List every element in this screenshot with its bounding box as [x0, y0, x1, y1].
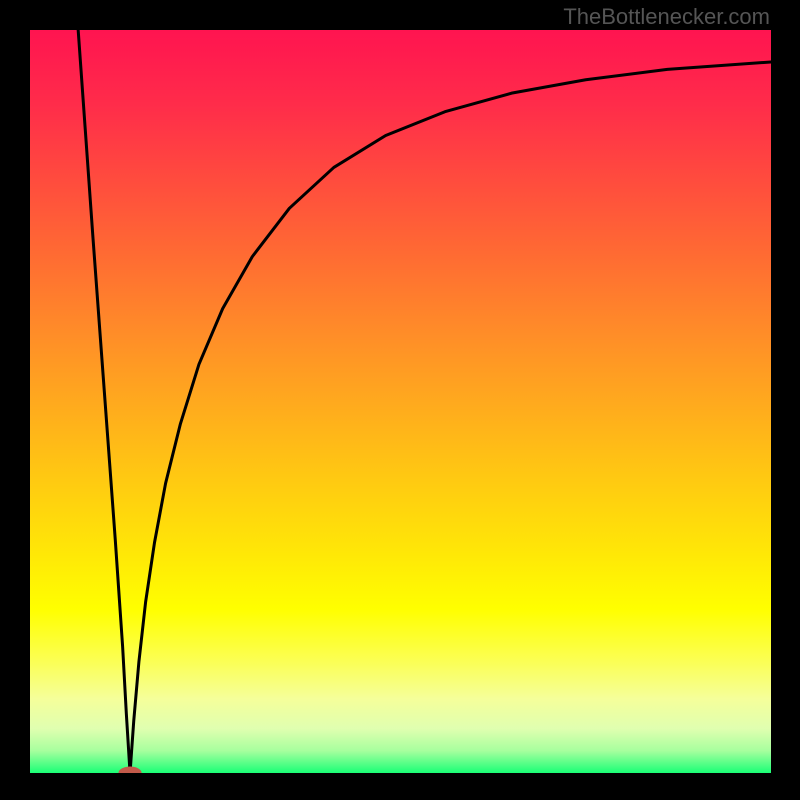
- watermark-text: TheBottlenecker.com: [563, 4, 770, 30]
- minimum-marker: [119, 767, 141, 773]
- bottleneck-curve: [78, 30, 771, 773]
- plot-area: [30, 30, 771, 773]
- curve-layer: [30, 30, 771, 773]
